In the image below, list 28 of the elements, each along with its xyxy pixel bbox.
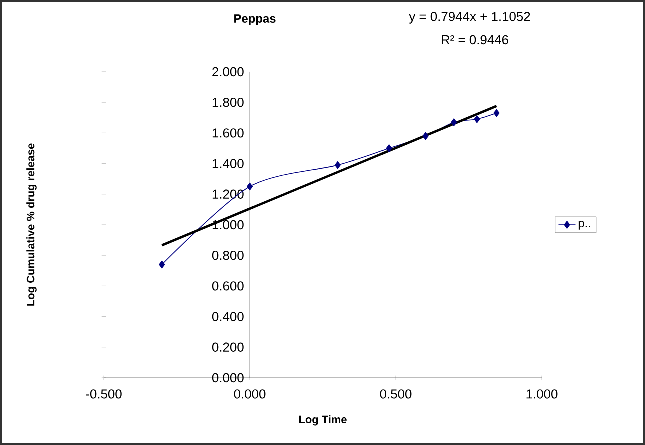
y-tick-label: 1.000 bbox=[212, 220, 244, 230]
x-tick-label: 1.000 bbox=[526, 390, 558, 399]
point bbox=[494, 109, 500, 118]
y-tick-label: 0.000 bbox=[212, 373, 244, 383]
x-tick-label: 0.500 bbox=[380, 390, 412, 399]
point bbox=[246, 182, 254, 191]
legend-label: p.. bbox=[578, 221, 590, 230]
x-tick-label: 0.000 bbox=[234, 390, 266, 399]
y-tick-label: 1.400 bbox=[212, 159, 244, 168]
chart-title: Peppas bbox=[234, 14, 276, 26]
point bbox=[422, 132, 429, 140]
point bbox=[474, 116, 480, 124]
point bbox=[451, 118, 458, 126]
y-axis-title: Log Cumulative % drug release bbox=[26, 144, 37, 306]
point bbox=[159, 260, 166, 269]
y-tick-label: 2.000 bbox=[212, 67, 244, 77]
point bbox=[334, 161, 341, 170]
y-tick-label: 1.800 bbox=[212, 98, 244, 108]
y-tick-label: 0.400 bbox=[212, 312, 244, 322]
y-tick-label: 1.600 bbox=[212, 128, 244, 138]
text: R² = 0.9446 bbox=[442, 35, 508, 45]
y-tick-label: 0.800 bbox=[212, 250, 244, 260]
x-axis-title: Log Time bbox=[299, 416, 347, 426]
text: y = 0.7944x + 1.1052 bbox=[409, 12, 530, 24]
x-tick-label: -0.500 bbox=[86, 390, 122, 399]
y-tick-label: 0.200 bbox=[212, 342, 244, 352]
point bbox=[386, 144, 392, 152]
y-tick-label: 0.600 bbox=[212, 282, 244, 291]
